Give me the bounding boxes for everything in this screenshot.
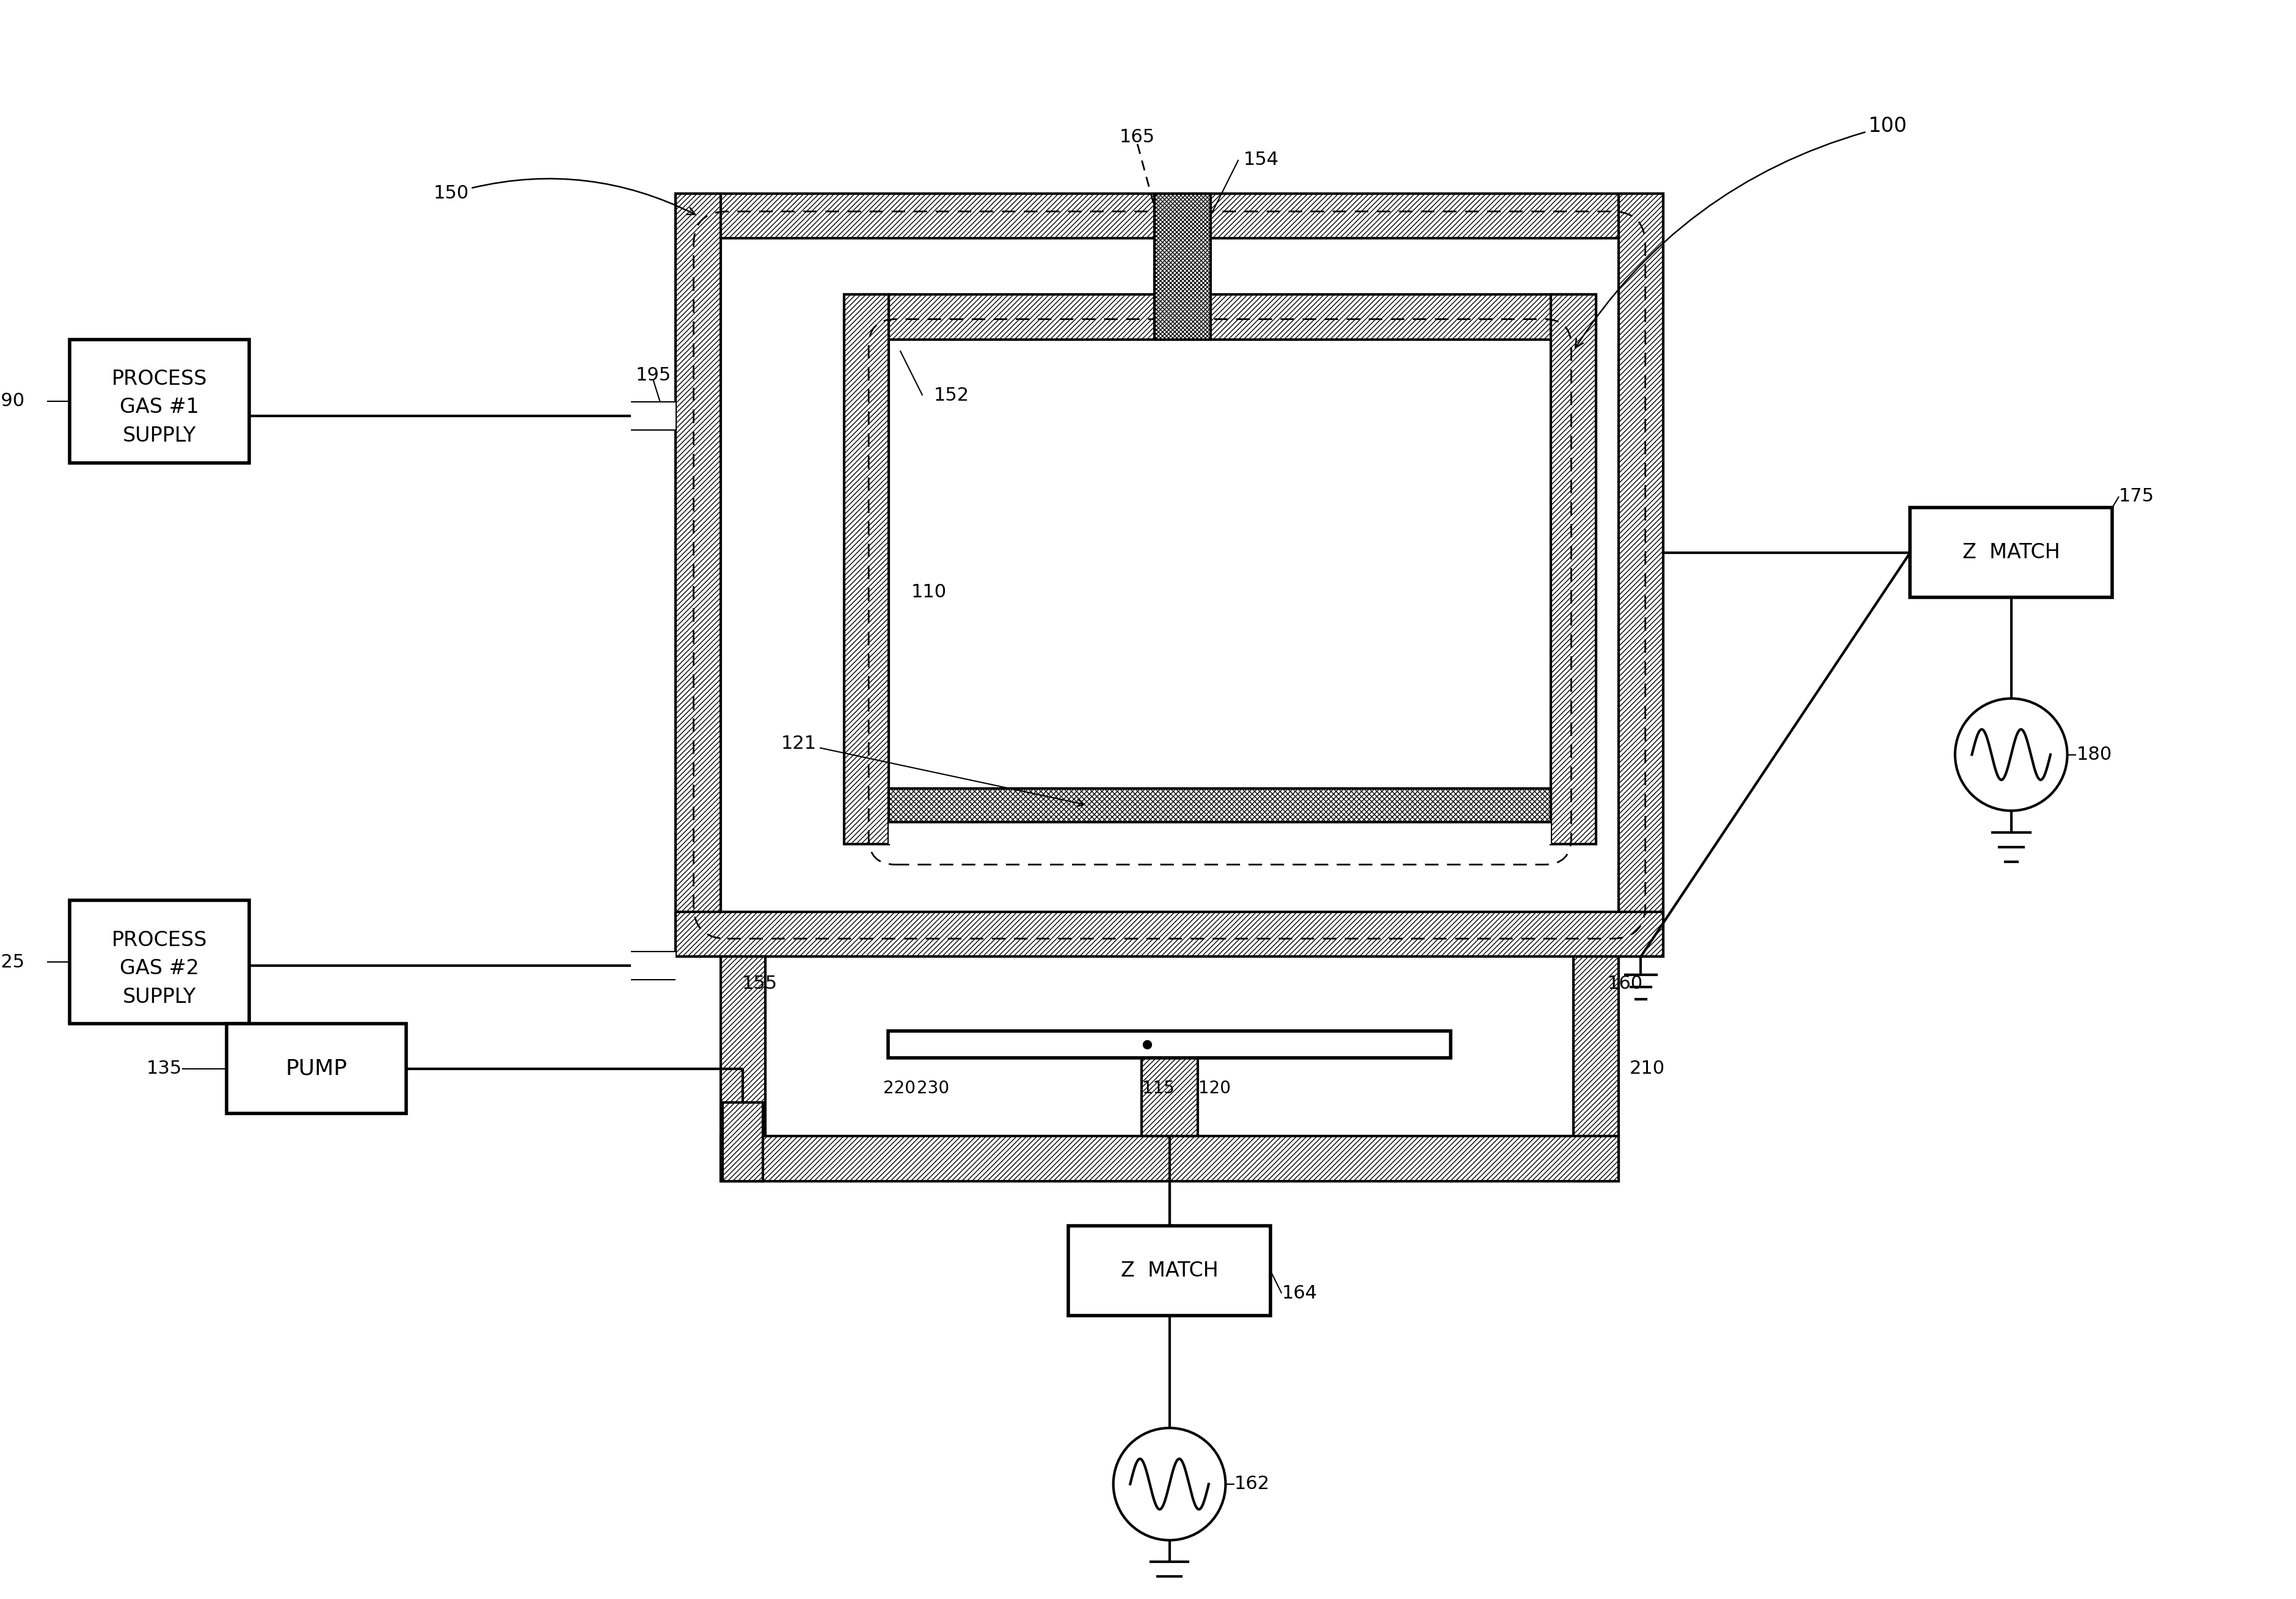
- Text: 180: 180: [2076, 745, 2112, 763]
- Text: PUMP: PUMP: [285, 1059, 347, 1079]
- Bar: [1910, 508, 2112, 598]
- Bar: [69, 900, 250, 1023]
- Bar: [69, 339, 250, 462]
- Text: 160: 160: [1607, 974, 1642, 993]
- Text: 120: 120: [1199, 1079, 1231, 1097]
- Text: 164: 164: [1281, 1284, 1318, 1302]
- Text: 190: 190: [0, 392, 25, 409]
- Bar: [721, 1137, 1619, 1182]
- Bar: [721, 238, 1619, 956]
- Text: 115: 115: [1141, 1079, 1173, 1097]
- Text: 121: 121: [781, 734, 1084, 806]
- Bar: [1068, 1226, 1270, 1316]
- Text: Z  MATCH: Z MATCH: [1963, 542, 2060, 563]
- Bar: [1141, 1057, 1199, 1137]
- Bar: [845, 294, 1596, 339]
- Bar: [227, 1023, 406, 1115]
- Text: 100: 100: [1575, 117, 1908, 347]
- Bar: [721, 956, 765, 1182]
- Text: 152: 152: [934, 387, 969, 405]
- Bar: [1573, 956, 1619, 1182]
- Text: 155: 155: [742, 974, 778, 993]
- Text: 125: 125: [0, 953, 25, 971]
- Bar: [1552, 294, 1596, 844]
- Bar: [675, 193, 721, 956]
- Bar: [675, 911, 1662, 956]
- Bar: [889, 339, 1552, 844]
- Text: 230: 230: [916, 1079, 948, 1097]
- Bar: [631, 951, 675, 979]
- Text: 220: 220: [884, 1079, 916, 1097]
- Text: 110: 110: [912, 584, 946, 601]
- Bar: [765, 956, 1573, 1137]
- Bar: [631, 403, 675, 429]
- Text: GAS #2: GAS #2: [119, 958, 200, 979]
- Text: PROCESS: PROCESS: [113, 931, 207, 950]
- Text: 150: 150: [434, 179, 696, 214]
- Bar: [889, 822, 1552, 844]
- Bar: [1155, 193, 1210, 339]
- Bar: [889, 788, 1552, 822]
- Text: PROCESS: PROCESS: [113, 369, 207, 389]
- Text: SUPPLY: SUPPLY: [122, 425, 195, 446]
- Text: 135: 135: [147, 1060, 181, 1078]
- Text: 175: 175: [2119, 488, 2154, 505]
- Bar: [1619, 193, 1662, 956]
- Bar: [845, 294, 889, 844]
- Bar: [723, 1103, 762, 1182]
- Text: SUPPLY: SUPPLY: [122, 987, 195, 1007]
- Bar: [889, 1031, 1451, 1057]
- Text: Z  MATCH: Z MATCH: [1120, 1260, 1219, 1281]
- Text: 154: 154: [1242, 150, 1279, 168]
- Text: 195: 195: [636, 366, 670, 384]
- Text: 165: 165: [1120, 128, 1155, 146]
- Text: 162: 162: [1235, 1476, 1270, 1493]
- Bar: [675, 193, 1662, 238]
- Text: GAS #1: GAS #1: [119, 397, 200, 417]
- Text: 210: 210: [1630, 1060, 1665, 1078]
